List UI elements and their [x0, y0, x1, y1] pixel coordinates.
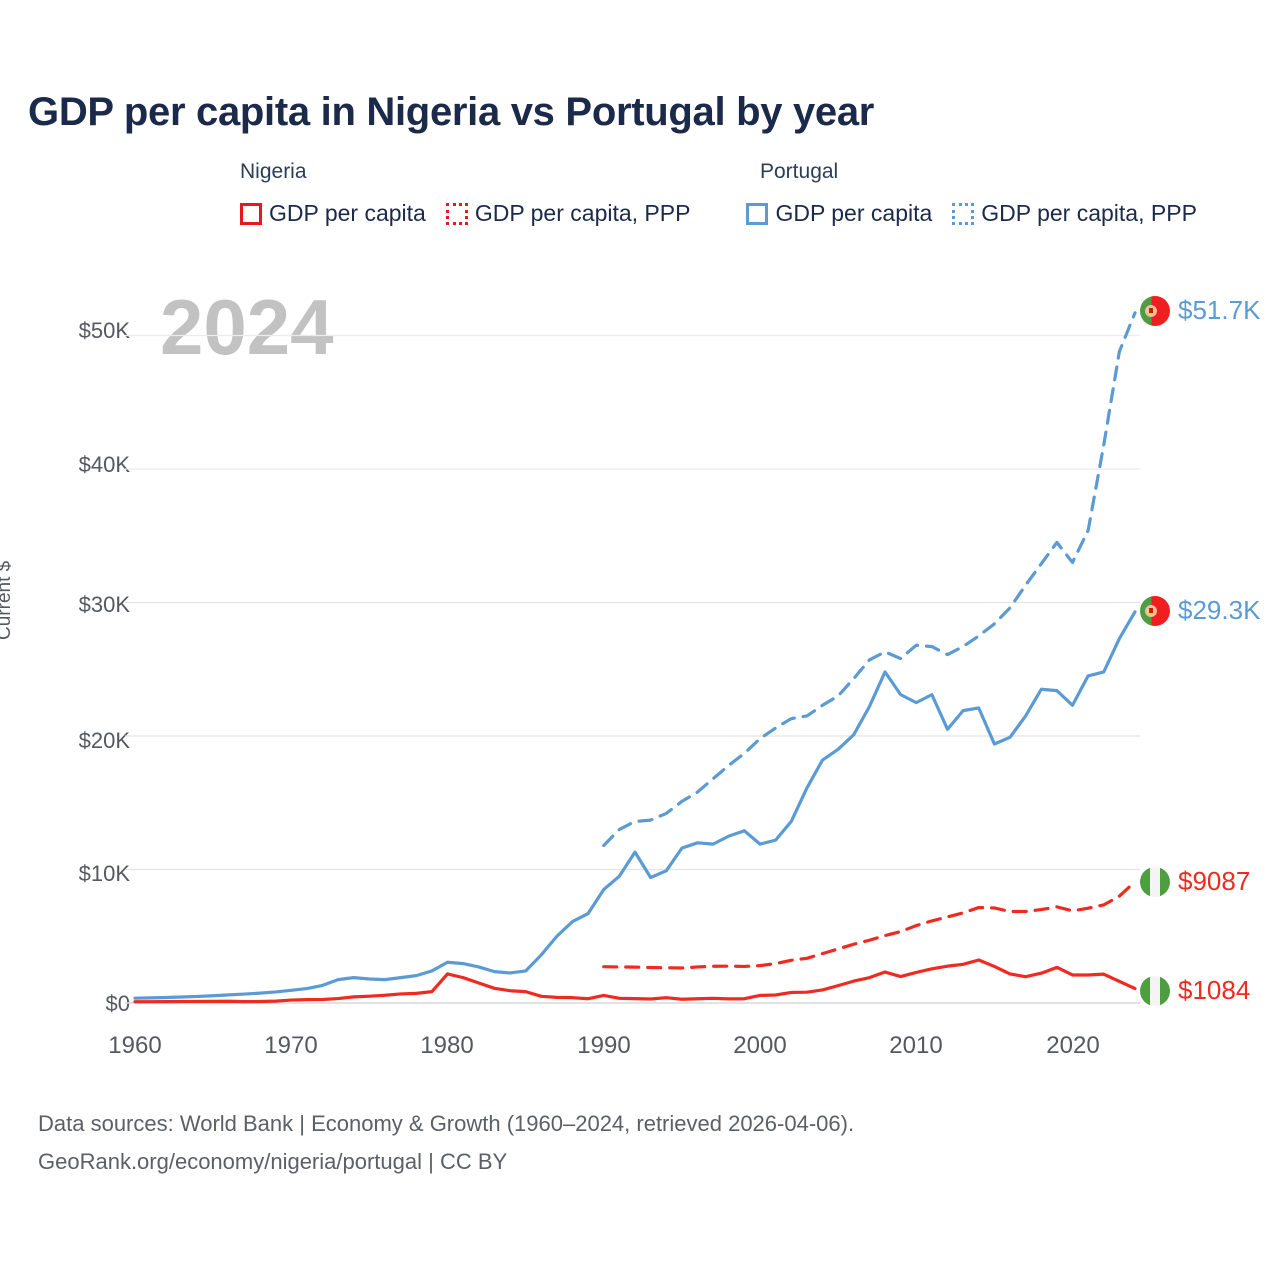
year-watermark: 2024	[160, 283, 334, 371]
legend-label: GDP per capita, PPP	[474, 200, 691, 226]
end-label-nigeria-gdp: $1084	[1140, 975, 1250, 1006]
legend-label: GDP per capita, PPP	[981, 200, 1197, 226]
legend-item-portugal-ppp[interactable]: GDP per capita, PPP	[952, 200, 1197, 227]
legend-item-nigeria-ppp[interactable]: GDP per capita, PPP	[445, 200, 691, 227]
nigeria-flag-icon	[1140, 975, 1170, 1006]
footer: Data sources: World Bank | Economy & Gro…	[38, 1105, 854, 1181]
end-label-value: $1084	[1178, 975, 1251, 1005]
x-tick-2020: 2020	[1046, 1032, 1100, 1059]
y-tick-10k: $10K	[78, 861, 130, 886]
end-label-value: $29.3K	[1178, 595, 1261, 625]
chart-legend: Nigeria Portugal GDP per capita GDP per …	[238, 160, 1258, 250]
gridlines	[125, 334, 1140, 1004]
legend-swatch-dotted-blue-icon	[952, 202, 975, 225]
y-tick-40k: $40K	[78, 452, 130, 477]
footer-line-2: GeoRank.org/economy/nigeria/portugal | C…	[38, 1149, 508, 1174]
end-label-value: $9087	[1178, 866, 1251, 896]
x-tick-1970: 1970	[264, 1032, 318, 1059]
series-line-1	[602, 311, 1137, 848]
end-label-nigeria-ppp: $9087	[1140, 866, 1250, 897]
x-tick-1960: 1960	[108, 1032, 162, 1059]
nigeria-flag-icon	[1140, 866, 1170, 897]
legend-item-portugal-gdp[interactable]: GDP per capita	[746, 200, 932, 227]
x-tick-1990: 1990	[577, 1032, 631, 1059]
series-line-0	[133, 610, 1137, 1000]
end-label-portugal-gdp: $29.3K	[1140, 595, 1260, 626]
legend-group-portugal-title: Portugal	[760, 160, 839, 183]
legend-label: GDP per capita	[775, 200, 933, 226]
y-tick-50k: $50K	[78, 318, 130, 343]
end-label-portugal-ppp: $51.7K	[1140, 295, 1260, 326]
legend-swatch-dotted-red-icon	[445, 202, 468, 225]
x-tick-1980: 1980	[420, 1032, 474, 1059]
portugal-flag-icon	[1140, 595, 1170, 626]
legend-item-nigeria-gdp[interactable]: GDP per capita	[240, 200, 426, 227]
x-tick-2000: 2000	[733, 1032, 787, 1059]
end-label-value: $51.7K	[1178, 295, 1261, 325]
series-lines	[133, 311, 1137, 1004]
legend-swatch-solid-blue-icon	[746, 202, 769, 225]
y-tick-20k: $20K	[78, 728, 130, 753]
portugal-flag-icon	[1140, 295, 1170, 326]
y-tick-30k: $30K	[78, 592, 130, 617]
x-tick-2010: 2010	[889, 1032, 943, 1059]
series-line-2	[133, 958, 1137, 1004]
page-title: GDP per capita in Nigeria vs Portugal by…	[28, 90, 875, 134]
legend-swatch-solid-red-icon	[240, 202, 262, 225]
legend-label: GDP per capita	[269, 200, 426, 226]
legend-group-nigeria-title: Nigeria	[240, 160, 307, 183]
footer-line-1: Data sources: World Bank | Economy & Gro…	[38, 1111, 855, 1136]
series-line-3	[602, 880, 1137, 970]
